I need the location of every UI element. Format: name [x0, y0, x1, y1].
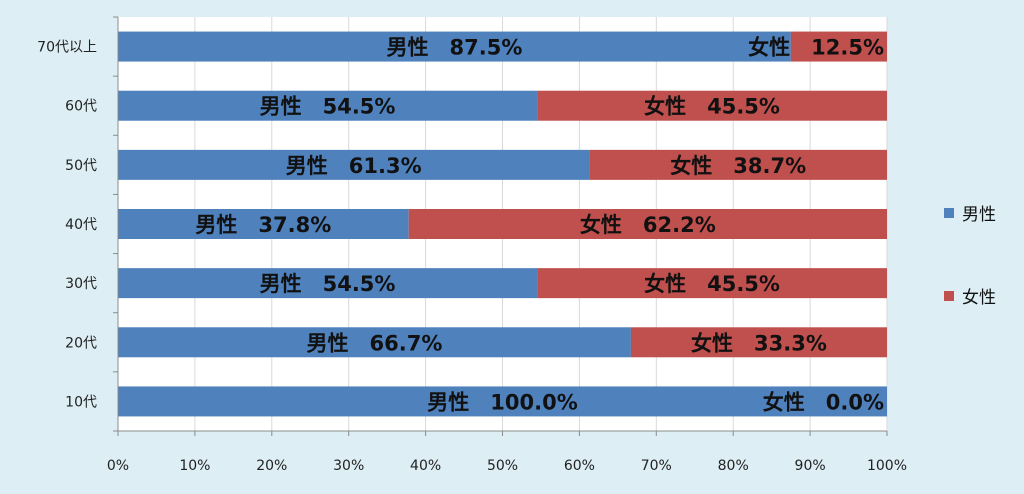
- legend-swatch-female: [944, 290, 954, 301]
- y-category-label: 40代: [65, 217, 97, 233]
- bar-male: [118, 386, 887, 417]
- y-category-label: 10代: [65, 394, 97, 410]
- y-category-label: 60代: [65, 99, 97, 115]
- bar-male: [118, 149, 590, 180]
- y-category-label: 50代: [65, 158, 97, 174]
- bars: [118, 31, 887, 417]
- data-labels: 男性 87.5% 女性 12.5% 男性 54.5% 女性 45.5% 男性 61.3%…: [195, 36, 884, 415]
- data-label-female: 女性 0.0%: [763, 390, 884, 414]
- bar-female: [537, 268, 887, 299]
- y-category-label: 20代: [65, 335, 97, 351]
- x-tick-label: 60%: [564, 458, 595, 474]
- x-tick-label: 80%: [718, 458, 749, 474]
- x-tick-label: 100%: [867, 458, 907, 474]
- legend-item-female: 女性: [944, 283, 996, 308]
- data-label-female: 女性 38.7%: [670, 154, 806, 178]
- bar-male: [118, 268, 538, 299]
- legend-item-male: 男性: [944, 200, 996, 225]
- data-label-female: 女性 45.5%: [644, 95, 780, 119]
- x-tick-label: 50%: [487, 458, 518, 474]
- x-tick-label: 0%: [107, 458, 129, 474]
- data-label-female: 女性 12.5%: [748, 36, 884, 60]
- bar-male: [118, 31, 791, 62]
- data-label-female: 女性 62.2%: [580, 213, 716, 237]
- x-tick-label: 40%: [410, 458, 441, 474]
- bar-female: [790, 31, 887, 62]
- data-label-male: 男性 54.5%: [260, 95, 396, 119]
- bar-female: [537, 90, 887, 121]
- legend-swatch-male: [944, 207, 954, 218]
- data-label-male: 男性 66.7%: [307, 331, 443, 355]
- data-label-male: 男性 61.3%: [286, 154, 422, 178]
- bar-female: [630, 327, 887, 358]
- legend-label-female: 女性: [962, 288, 996, 308]
- bar-female: [408, 209, 887, 239]
- bar-male: [118, 90, 538, 121]
- x-tick-label: 70%: [641, 458, 672, 474]
- x-tick-label: 10%: [179, 458, 210, 474]
- data-label-female: 女性 33.3%: [691, 331, 827, 355]
- axes: 0% 10% 20% 30% 40% 50% 60% 70% 80% 90% 100% 70代以上 60…: [37, 16, 907, 474]
- bar-male: [118, 209, 409, 239]
- data-label-male: 男性 100.0%: [427, 390, 577, 414]
- data-label-male: 男性 37.8%: [195, 213, 331, 237]
- y-category-label: 30代: [65, 276, 97, 292]
- legend-label-male: 男性: [962, 205, 996, 225]
- x-tick-label: 20%: [256, 458, 287, 474]
- y-category-label: 70代以上: [37, 40, 97, 56]
- data-label-female: 女性 45.5%: [644, 272, 780, 296]
- bar-female: [589, 149, 887, 180]
- bar-male: [118, 327, 631, 358]
- data-label-male: 男性 87.5%: [387, 36, 523, 60]
- x-tick-label: 30%: [333, 458, 364, 474]
- data-label-male: 男性 54.5%: [260, 272, 396, 296]
- x-tick-label: 90%: [795, 458, 826, 474]
